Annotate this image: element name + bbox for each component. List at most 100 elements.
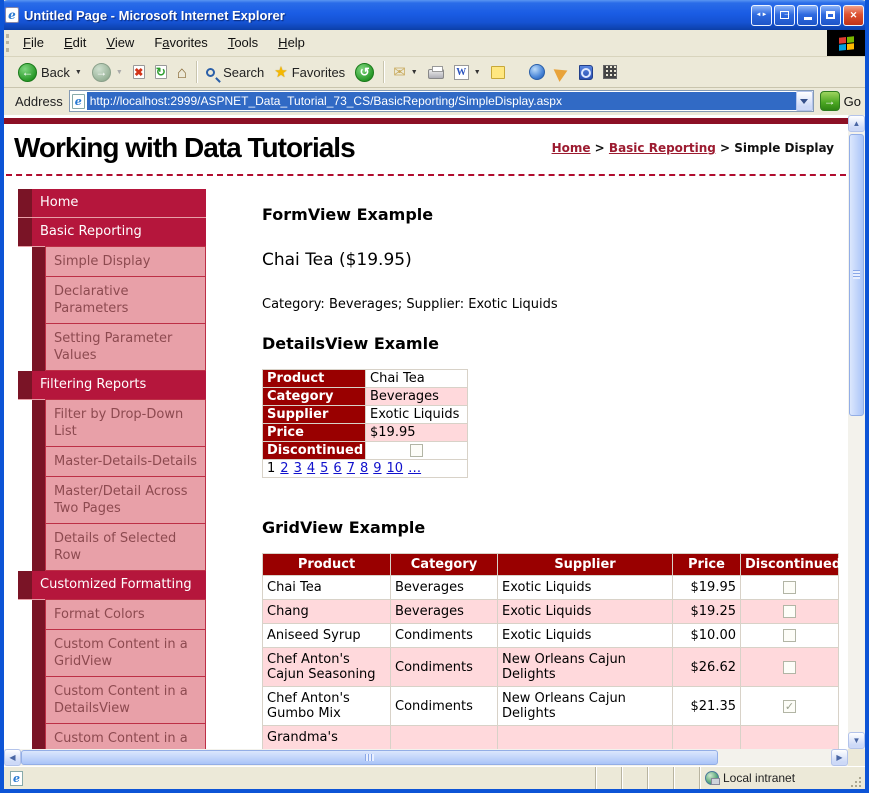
sidebar-item-label: Basic Reporting [32,218,206,246]
sidebar-item-custom-content-in-a-gridview[interactable]: Custom Content in a GridView [32,629,206,677]
go-button[interactable]: → Go [819,91,861,111]
sidebar-item-basic-reporting[interactable]: Basic Reporting [18,218,206,247]
address-combo[interactable]: e http://localhost:2999/ASPNET_Data_Tuto… [68,90,814,112]
document-icon: e [10,770,23,786]
sidebar-item-label: Home [32,189,206,217]
scroll-right-button[interactable]: ▶ [831,749,848,766]
discontinued-checkbox[interactable] [783,629,796,642]
sidebar-item-format-colors[interactable]: Format Colors [32,599,206,630]
toolbar-drag-handle[interactable] [6,34,11,52]
pager-page-link[interactable]: … [408,461,422,476]
page-icon: e [71,93,85,109]
gridview-cell-discontinued [740,725,839,749]
msn-button[interactable] [550,63,574,82]
gridview-cell-supplier: New Orleans Cajun Delights [497,647,673,687]
sidebar-item-custom-content-in-a-detailsview[interactable]: Custom Content in a DetailsView [32,676,206,724]
home-button[interactable]: ⌂ [172,62,192,83]
menu-file[interactable]: File [23,35,44,50]
resize-grip[interactable] [849,767,863,789]
breadcrumb-link-basic-reporting[interactable]: Basic Reporting [608,141,716,155]
gridview-column-header-product: Product [262,553,391,576]
address-dropdown-button[interactable] [795,91,813,111]
vertical-scroll-thumb[interactable] [849,134,864,416]
sidebar-indent-strip [32,247,45,277]
scroll-down-button[interactable]: ▼ [848,732,865,749]
menu-tools[interactable]: Tools [227,35,259,50]
messenger-button[interactable] [524,62,550,82]
pager-page-link[interactable]: 4 [306,461,316,476]
pager-page-link[interactable]: 5 [320,461,329,476]
research-button[interactable] [574,63,598,82]
menu-favorites[interactable]: Favorites [154,35,208,50]
menu-help[interactable]: Help [278,35,305,50]
discontinued-checkbox[interactable] [783,660,796,674]
discontinued-checkbox[interactable] [783,581,796,594]
sidebar-item-master-detail-across-two-pages[interactable]: Master/Detail Across Two Pages [32,476,206,524]
discuss-button[interactable] [486,64,510,81]
sidebar-item-details-of-selected-row[interactable]: Details of Selected Row [32,523,206,571]
close-icon: ✕ [849,9,858,20]
detailsview-field-label: Supplier [262,405,366,424]
breadcrumb-link-home[interactable]: Home [551,141,591,155]
detailsview-heading: DetailsView Examle [262,334,439,353]
address-input[interactable]: http://localhost:2999/ASPNET_Data_Tutori… [86,92,796,110]
messenger-grid-button[interactable] [598,63,622,81]
pager-page-link[interactable]: 9 [373,461,382,476]
sidebar-level1-block [18,371,32,399]
page-body: Home Basic Reporting Simple Display Declara… [4,176,848,749]
stop-button[interactable]: ✖ [128,63,150,81]
sidebar-item-customized-formatting[interactable]: Customized Formatting [18,571,206,600]
sidebar-item-home[interactable]: Home [18,189,206,218]
horizontal-scrollbar[interactable]: ◀ ▶ [4,749,848,766]
discontinued-checkbox[interactable] [410,444,423,457]
back-button[interactable]: ← Back ▼ [13,61,87,84]
tool-bar: ← Back ▼ → ▼ ✖ ↻ ⌂ Search ★ Favorites ↺ … [4,57,865,88]
forward-button[interactable]: → ▼ [87,61,128,84]
gridview-cell-discontinued: ✓ [740,686,839,726]
sidebar-item-custom-content-in-a[interactable]: Custom Content in a [32,723,206,749]
edit-dropdown-icon[interactable]: ▼ [473,68,481,76]
sidebar-item-label: Master/Detail Across Two Pages [45,476,206,524]
popout-button[interactable] [774,4,795,26]
pager-page-link[interactable]: 6 [333,461,342,476]
scroll-left-button[interactable]: ◀ [4,749,21,766]
vertical-scrollbar[interactable]: ▲ ▼ [848,115,865,749]
sidebar-item-label: Declarative Parameters [45,276,206,324]
gridview-cell-price: $21.35 [672,686,741,726]
window-title: Untitled Page - Microsoft Internet Explo… [24,7,285,23]
horizontal-scroll-thumb[interactable] [21,750,718,765]
grid-icon [602,65,617,79]
sidebar-item-setting-parameter-values[interactable]: Setting Parameter Values [32,323,206,371]
pager-page-link[interactable]: 2 [280,461,289,476]
discontinued-checkbox[interactable] [783,605,796,618]
sidebar-item-label: Custom Content in a GridView [45,629,206,677]
discontinued-checkbox[interactable]: ✓ [783,699,796,713]
menu-edit[interactable]: Edit [63,35,87,50]
sidebar-item-filtering-reports[interactable]: Filtering Reports [18,371,206,400]
pager-page-link[interactable]: 10 [386,461,404,476]
sidebar-item-declarative-parameters[interactable]: Declarative Parameters [32,276,206,324]
mail-dropdown-icon[interactable]: ▼ [410,68,418,76]
print-button[interactable] [423,63,449,81]
breadcrumb-separator: > [715,141,735,155]
history-button[interactable]: ↺ [350,61,379,84]
status-pane [621,767,647,789]
mail-button[interactable]: ✉ ▼ [388,61,423,83]
back-dropdown-icon[interactable]: ▼ [74,68,82,76]
refresh-button[interactable]: ↻ [150,63,172,81]
minimize-button[interactable] [797,4,818,26]
pan-button[interactable]: ◄► [751,4,772,26]
pager-page-link[interactable]: 3 [293,461,302,476]
search-button[interactable]: Search [201,63,269,82]
pager-page-link[interactable]: 7 [346,461,355,476]
edit-with-word-button[interactable]: W ▼ [449,63,486,82]
close-button[interactable]: ✕ [843,4,864,26]
sidebar-item-filter-by-drop-down-list[interactable]: Filter by Drop-Down List [32,399,206,447]
sidebar-item-simple-display[interactable]: Simple Display [32,246,206,277]
sidebar-item-master-details-details[interactable]: Master-Details-Details [32,446,206,477]
menu-view[interactable]: View [106,35,135,50]
scroll-up-button[interactable]: ▲ [848,115,865,132]
pager-page-link[interactable]: 8 [359,461,369,476]
maximize-button[interactable] [820,4,841,26]
favorites-button[interactable]: ★ Favorites [269,61,350,83]
